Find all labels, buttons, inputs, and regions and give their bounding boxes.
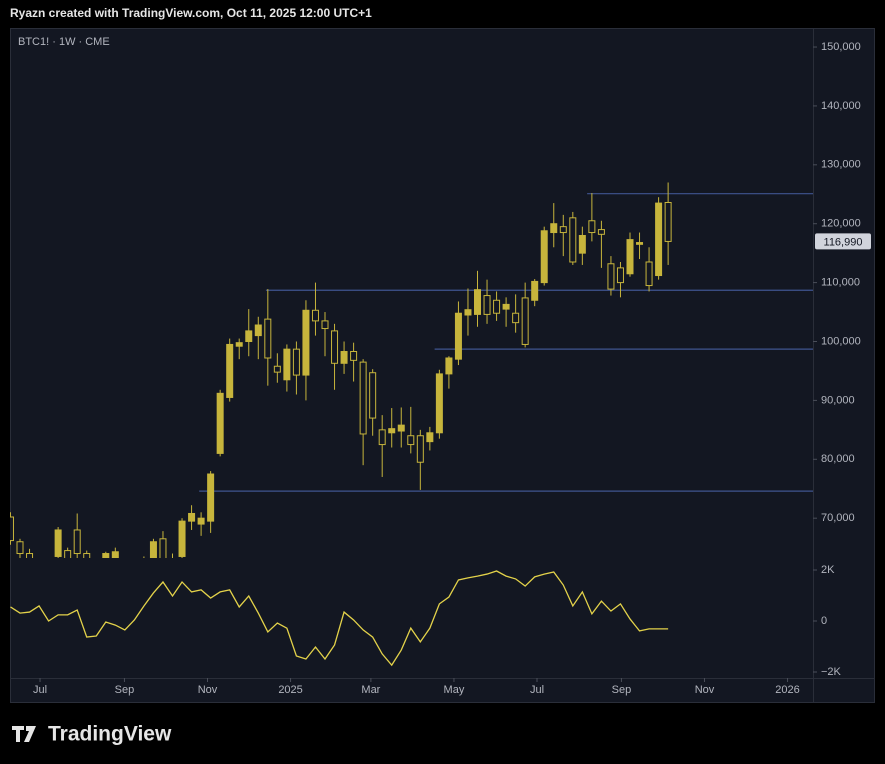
candle-body bbox=[397, 424, 405, 432]
x-tick-label: Sep bbox=[115, 684, 135, 696]
x-tick-label: 2026 bbox=[775, 684, 799, 696]
x-tick-label: 2025 bbox=[278, 684, 302, 696]
candle-body bbox=[616, 267, 624, 284]
x-tick-label: Nov bbox=[198, 684, 218, 696]
candle-body bbox=[435, 373, 443, 434]
candle-body bbox=[102, 553, 110, 558]
x-tick-label: Jul bbox=[530, 684, 544, 696]
x-tick-label: Nov bbox=[695, 684, 715, 696]
candle-body bbox=[64, 550, 72, 558]
candle-body bbox=[10, 516, 14, 542]
candle-body bbox=[54, 529, 62, 557]
y-tick-label: 0 bbox=[821, 615, 827, 627]
logo-mark bbox=[12, 726, 36, 742]
candle-body bbox=[73, 529, 81, 555]
candle-body bbox=[454, 312, 462, 360]
candle-body bbox=[388, 428, 396, 434]
chart-panel bbox=[10, 28, 875, 703]
candle-body bbox=[292, 348, 300, 376]
candle-body bbox=[655, 202, 663, 277]
candle-body bbox=[407, 435, 415, 446]
candle-body bbox=[178, 520, 186, 557]
candle-body bbox=[664, 202, 672, 242]
y-tick-label: 130,000 bbox=[821, 159, 861, 171]
candle-body bbox=[359, 361, 367, 435]
last-price-tag bbox=[815, 233, 871, 250]
candle-body bbox=[159, 538, 167, 558]
candle-body bbox=[331, 330, 339, 364]
candle-body bbox=[550, 223, 558, 234]
candle-body bbox=[350, 351, 358, 361]
candle-body bbox=[540, 230, 548, 284]
y-tick-label: 90,000 bbox=[821, 394, 855, 406]
axes: 70,000 80,000 90,000 100,000 110,000 120,000 1… bbox=[33, 41, 871, 696]
candle-body bbox=[16, 541, 24, 555]
candle-body bbox=[626, 239, 634, 275]
y-tick-label: 80,000 bbox=[821, 453, 855, 465]
last-price-label: 116,990 bbox=[824, 236, 863, 248]
candle-body bbox=[512, 312, 520, 324]
candle-body bbox=[378, 429, 386, 446]
candle-body bbox=[597, 229, 605, 235]
candle-body bbox=[607, 263, 615, 290]
candle-body bbox=[464, 309, 472, 316]
candle-body bbox=[216, 392, 224, 454]
x-tick-label: May bbox=[444, 684, 465, 696]
candle-body bbox=[559, 226, 567, 234]
candle-body bbox=[369, 372, 377, 419]
candle-body bbox=[235, 342, 243, 347]
x-tick-label: Jul bbox=[33, 684, 47, 696]
oscillator-pane bbox=[10, 570, 669, 667]
y-tick-label: 140,000 bbox=[821, 100, 861, 112]
oscillator-line bbox=[10, 570, 669, 667]
candle-body bbox=[588, 220, 596, 234]
candle-body bbox=[636, 242, 644, 245]
candle-body bbox=[569, 217, 577, 263]
candle-body bbox=[83, 553, 91, 558]
candle-body bbox=[273, 365, 281, 373]
candle-body bbox=[197, 517, 205, 525]
candle-body bbox=[264, 318, 272, 359]
candle-body bbox=[149, 541, 157, 558]
candle-body bbox=[426, 432, 434, 443]
candle-body bbox=[311, 309, 319, 322]
candle-body bbox=[645, 261, 653, 287]
y-tick-label: 100,000 bbox=[821, 335, 861, 347]
candle-body bbox=[340, 351, 348, 364]
candle-body bbox=[188, 512, 196, 522]
candle-body bbox=[254, 324, 262, 337]
y-tick-label: 2K bbox=[821, 564, 835, 576]
price-pane bbox=[10, 182, 813, 558]
candle-body bbox=[207, 473, 215, 522]
y-tick-label: −2K bbox=[821, 666, 842, 678]
candle-body bbox=[283, 348, 291, 381]
x-tick-label: Sep bbox=[612, 684, 632, 696]
candle-body bbox=[302, 309, 310, 376]
x-tick-label: Mar bbox=[361, 684, 380, 696]
y-tick-label: 150,000 bbox=[821, 41, 861, 53]
brand-name: TradingView bbox=[48, 723, 172, 746]
candle-body bbox=[578, 234, 586, 254]
candle-body bbox=[26, 553, 34, 558]
candle-body bbox=[531, 280, 539, 301]
y-tick-label: 70,000 bbox=[821, 512, 855, 524]
symbol-label: BTC1! · 1W · CME bbox=[18, 36, 110, 48]
candle-body bbox=[474, 289, 482, 315]
header: Ryazn created with TradingView.com, Oct … bbox=[10, 6, 372, 20]
candle-body bbox=[445, 357, 453, 375]
candle-body bbox=[493, 299, 501, 314]
candle-body bbox=[521, 297, 529, 345]
candle-body bbox=[321, 320, 329, 330]
candle-body bbox=[483, 295, 491, 315]
candle-body bbox=[111, 551, 119, 558]
y-tick-label: 110,000 bbox=[821, 277, 860, 289]
candle-body bbox=[245, 330, 253, 343]
candle-body bbox=[502, 303, 510, 310]
candle-body bbox=[416, 435, 424, 463]
candle-body bbox=[226, 343, 234, 398]
brand-logo: TradingView bbox=[12, 723, 172, 746]
y-tick-label: 120,000 bbox=[821, 218, 861, 230]
